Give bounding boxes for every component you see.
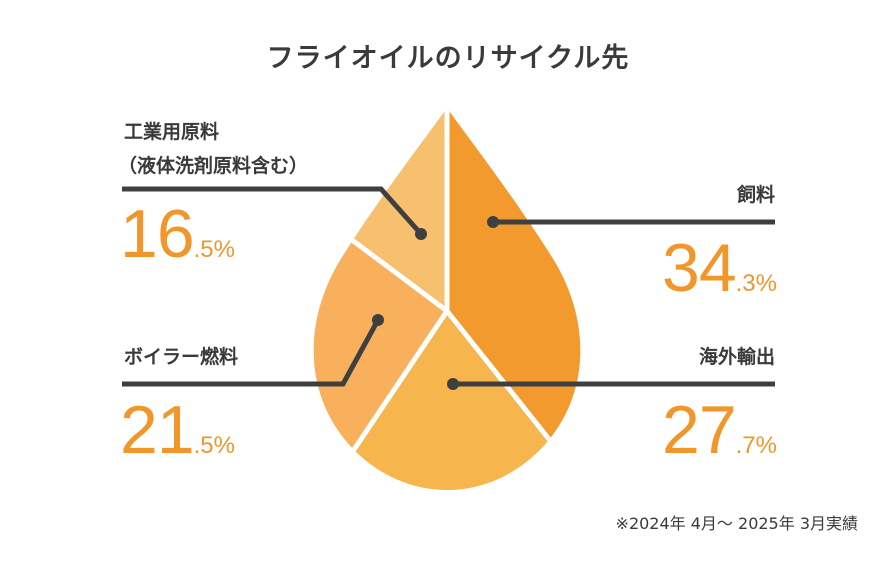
label-export: 海外輸出 bbox=[698, 346, 775, 368]
leader-line-industrial bbox=[122, 186, 423, 236]
value-export: 27.7% bbox=[662, 396, 777, 464]
leader-dot-export bbox=[447, 378, 459, 390]
leader-dot-boiler bbox=[372, 314, 384, 326]
value-feed: 34.3% bbox=[662, 234, 777, 302]
leader-dot-industrial bbox=[415, 228, 427, 240]
label-industrial: 工業用原料 （液体洗剤原料含む） bbox=[118, 115, 308, 183]
value-export-dec: .7% bbox=[735, 432, 777, 459]
value-industrial: 16.5% bbox=[120, 200, 235, 268]
leader-line-boiler bbox=[122, 318, 381, 387]
value-boiler-dec: .5% bbox=[193, 432, 235, 459]
value-industrial-int: 16 bbox=[120, 196, 195, 272]
value-feed-int: 34 bbox=[662, 230, 737, 306]
value-export-int: 27 bbox=[662, 392, 737, 468]
value-boiler: 21.5% bbox=[120, 396, 235, 464]
value-boiler-int: 21 bbox=[120, 392, 195, 468]
label-industrial-line1: 工業用原料 bbox=[124, 121, 220, 143]
value-feed-dec: .3% bbox=[735, 270, 777, 297]
label-boiler: ボイラー燃料 bbox=[124, 346, 239, 368]
leader-dot-feed bbox=[487, 216, 499, 228]
period-note: ※2024年 4月～ 2025年 3月実績 bbox=[615, 514, 858, 533]
value-industrial-dec: .5% bbox=[193, 236, 235, 263]
chart-title: フライオイルのリサイクル先 bbox=[266, 43, 630, 74]
label-feed: 飼料 bbox=[736, 184, 775, 206]
label-industrial-line2: （液体洗剤原料含む） bbox=[118, 155, 309, 177]
